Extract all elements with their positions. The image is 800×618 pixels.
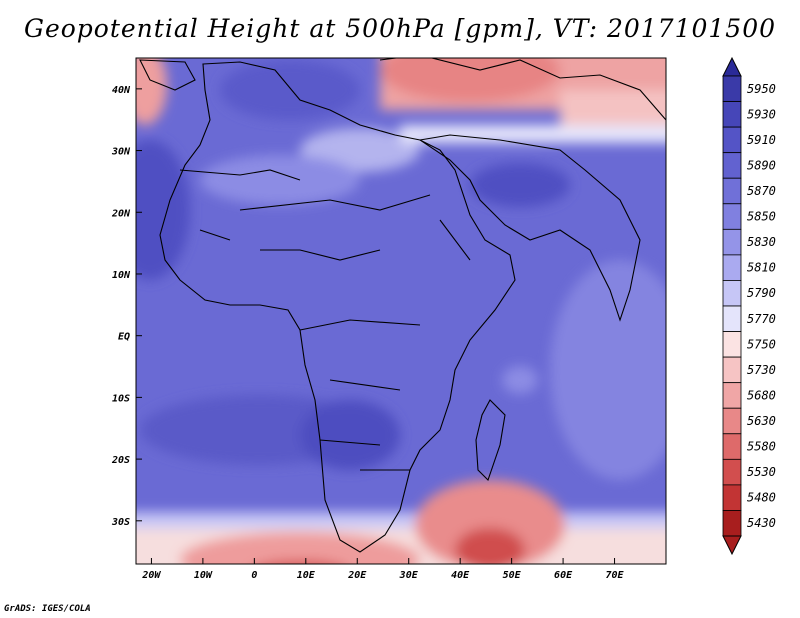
colorbar-label: 5790 xyxy=(747,286,776,300)
y-tick-label: 40N xyxy=(112,85,131,96)
colorbar-swatch xyxy=(722,75,742,102)
colorbar-swatch xyxy=(722,356,742,384)
x-axis-ticks: 20W 10W 0 10E 20E 30E 40E 50E 60E 70E xyxy=(141,558,625,581)
x-tick-label: 20E xyxy=(347,570,367,581)
x-tick-label: 10E xyxy=(297,570,316,581)
colorbar-swatch xyxy=(722,407,742,435)
colorbar-swatch xyxy=(722,228,742,256)
x-tick-label: 60E xyxy=(554,570,573,581)
colorbar-swatch xyxy=(722,433,742,460)
colorbar-swatch xyxy=(722,126,742,154)
x-tick-label: 70E xyxy=(606,570,625,581)
colorbar-swatch xyxy=(722,331,742,358)
colorbar-top-arrow xyxy=(722,56,742,77)
grads-credit: GrADS: IGES/COLA xyxy=(4,604,91,614)
colorbar-label: 5890 xyxy=(747,158,776,172)
colorbar-label: 5810 xyxy=(747,261,776,275)
y-tick-label: 10N xyxy=(112,270,131,281)
colorbar-swatch xyxy=(722,101,742,128)
colorbar-label: 5480 xyxy=(747,491,776,505)
colorbar-label: 5870 xyxy=(747,184,776,198)
y-tick-label: EQ xyxy=(118,332,130,343)
colorbar-label: 5530 xyxy=(747,465,776,479)
colorbar-label: 5850 xyxy=(747,210,776,224)
x-tick-label: 0 xyxy=(251,570,257,581)
colorbar-swatch xyxy=(722,305,742,332)
colorbar-label: 5630 xyxy=(747,414,776,428)
y-axis-ticks: 40N 30N 20N 10N EQ 10S 20S 30S xyxy=(111,85,142,528)
colorbar-label: 5930 xyxy=(747,107,776,121)
x-tick-label: 10W xyxy=(194,570,213,581)
geopotential-field xyxy=(136,58,666,564)
colorbar-label: 5680 xyxy=(747,388,776,402)
chart-title: Geopotential Height at 500hPa [gpm], VT:… xyxy=(23,14,777,43)
y-tick-label: 20N xyxy=(111,208,131,219)
colorbar-label: 5770 xyxy=(747,312,776,326)
x-tick-label: 50E xyxy=(503,570,522,581)
colorbar-label: 5580 xyxy=(747,440,776,454)
colorbar-bottom-arrow xyxy=(722,535,742,556)
coastlines xyxy=(139,58,666,553)
y-tick-label: 30S xyxy=(111,517,130,528)
colorbar-swatch xyxy=(722,484,742,511)
colorbar-label: 5950 xyxy=(747,82,776,96)
y-tick-label: 30N xyxy=(111,147,131,158)
y-tick-label: 20S xyxy=(111,455,130,466)
colorbar: 5950 5930 5910 5890 5870 5850 5830 5810 5790 5770… xyxy=(722,56,776,556)
x-tick-label: 20W xyxy=(141,570,161,581)
colorbar-swatch xyxy=(722,203,742,230)
colorbar-swatch xyxy=(722,458,742,486)
colorbar-label: 5750 xyxy=(747,337,776,351)
y-tick-label: 10S xyxy=(112,393,130,404)
colorbar-swatch xyxy=(722,177,742,205)
colorbar-swatch xyxy=(722,382,742,409)
colorbar-swatch xyxy=(722,510,742,537)
colorbar-label: 5910 xyxy=(747,133,776,147)
x-tick-label: 40E xyxy=(451,570,470,581)
colorbar-swatch xyxy=(722,254,742,281)
x-tick-label: 30E xyxy=(399,570,419,581)
colorbar-label: 5430 xyxy=(747,516,776,530)
colorbar-label: 5830 xyxy=(747,235,776,249)
colorbar-swatch xyxy=(722,280,742,307)
colorbar-label: 5730 xyxy=(747,363,776,377)
colorbar-swatch xyxy=(722,152,742,179)
